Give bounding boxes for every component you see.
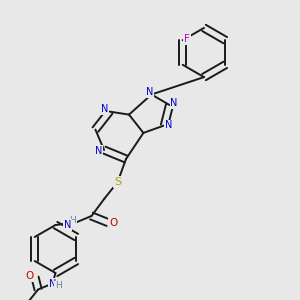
Text: N: N <box>170 98 178 109</box>
Text: H: H <box>55 281 62 290</box>
Text: O: O <box>26 271 34 281</box>
Text: N: N <box>95 146 102 156</box>
Text: N: N <box>64 220 71 230</box>
Text: O: O <box>109 218 118 228</box>
Text: F: F <box>184 34 190 44</box>
Text: N: N <box>101 104 109 114</box>
Text: S: S <box>114 177 121 187</box>
Text: N: N <box>165 120 172 130</box>
Text: N: N <box>146 87 154 97</box>
Text: N: N <box>49 279 56 289</box>
Text: H: H <box>69 216 76 225</box>
